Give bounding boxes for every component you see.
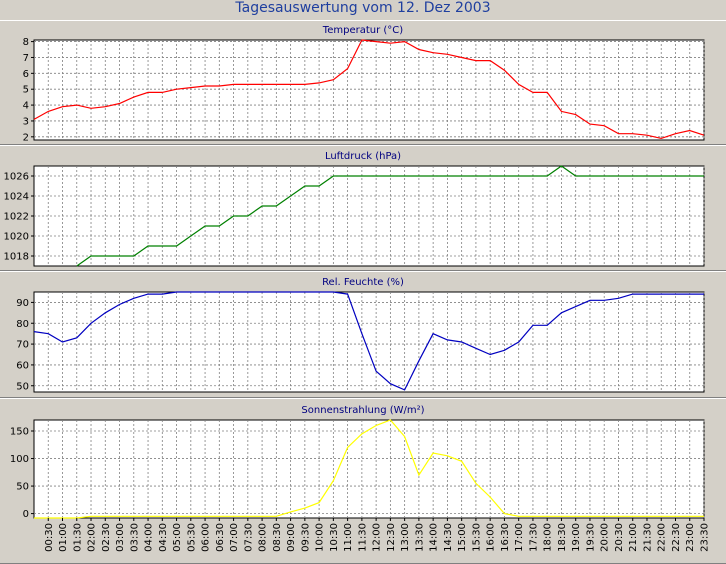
x-tick-label: 13:30: [414, 523, 425, 552]
x-tick-label: 21:30: [643, 523, 654, 552]
x-tick-label: 20:30: [614, 523, 625, 552]
y-tick-label-humidity: 60: [16, 360, 29, 371]
y-tick-label-humidity: 80: [16, 319, 29, 330]
y-tick-label-radiation: 100: [10, 454, 29, 465]
x-tick-label: 18:00: [543, 523, 554, 552]
plot-area-humidity: [33, 291, 705, 393]
plot-area-pressure: [33, 165, 705, 267]
y-tick-label-humidity: 50: [16, 381, 29, 392]
y-tick-label-temperature: 5: [23, 85, 29, 96]
x-tick-label: 17:00: [514, 523, 525, 552]
chart-pressure: 1018 1020 1022 1024 1026: [4, 165, 705, 267]
x-tick-label: 11:00: [343, 523, 354, 552]
y-tick-label-humidity: 70: [16, 340, 29, 351]
x-tick-label: 05:00: [172, 523, 183, 552]
x-tick-label: 06:00: [201, 523, 212, 552]
chart-title-radiation: Sonnenstrahlung (W/m²): [301, 405, 425, 416]
x-tick-label: 03:30: [129, 523, 140, 552]
x-tick-label: 20:00: [600, 523, 611, 552]
y-tick-label-pressure: 1026: [4, 172, 29, 183]
x-tick-label: 15:00: [457, 523, 468, 552]
y-tick-label-temperature: 8: [23, 37, 29, 48]
y-tick-label-temperature: 2: [23, 132, 29, 143]
x-tick-label: 19:00: [571, 523, 582, 552]
x-tick-label: 00:30: [44, 523, 55, 552]
x-tick-label: 06:30: [215, 523, 226, 552]
x-tick-label: 09:00: [286, 523, 297, 552]
x-tick-label: 07:30: [243, 523, 254, 552]
page-title: Tagesauswertung vom 12. Dez 2003: [235, 0, 491, 16]
y-tick-label-radiation: 150: [10, 427, 29, 438]
y-tick-label-temperature: 3: [23, 116, 29, 127]
x-tick-label: 08:00: [258, 523, 269, 552]
y-tick-label-radiation: 50: [16, 482, 29, 493]
y-tick-label-temperature: 7: [23, 53, 29, 64]
series-line-temperature: [33, 39, 705, 140]
x-tick-label: 16:30: [500, 523, 511, 552]
x-tick-label: 02:00: [87, 523, 98, 552]
x-tick-label: 05:30: [186, 523, 197, 552]
x-tick-label: 08:30: [272, 523, 283, 552]
series-line-radiation: [34, 419, 704, 519]
x-tick-label: 18:30: [557, 523, 568, 552]
x-tick-label: 03:00: [115, 523, 126, 552]
x-tick-label: 22:30: [671, 523, 682, 552]
chart-title-pressure: Luftdruck (hPa): [324, 151, 402, 162]
x-tick-label: 19:30: [586, 523, 597, 552]
plot-area-temperature: [33, 39, 705, 141]
x-tick-label: 14:00: [429, 523, 440, 552]
chart-temperature: 2 3 4 5 6 7 8: [23, 37, 705, 143]
x-tick-label: 17:30: [528, 523, 539, 552]
x-tick-label: 01:00: [58, 523, 69, 552]
x-tick-label: 16:00: [486, 523, 497, 552]
y-tick-label-pressure: 1020: [4, 232, 29, 243]
x-tick-label: 13:00: [400, 523, 411, 552]
x-tick-label: 14:30: [443, 523, 454, 552]
x-tick-label: 15:30: [471, 523, 482, 552]
y-tick-label-temperature: 6: [23, 69, 29, 80]
y-tick-label-humidity: 90: [16, 298, 29, 309]
chart-title-humidity: Rel. Feuchte (%): [322, 277, 404, 288]
y-tick-label-temperature: 4: [23, 101, 29, 112]
x-tick-label: 10:30: [329, 523, 340, 552]
x-tick-label: 21:00: [628, 523, 639, 552]
x-tick-label: 09:30: [300, 523, 311, 552]
panel-temperature: [0, 20, 726, 145]
x-tick-label: 23:30: [700, 523, 711, 552]
x-tick-label: 12:00: [372, 523, 383, 552]
x-tick-label: 01:30: [72, 523, 83, 552]
x-tick-label: 07:00: [229, 523, 240, 552]
x-tick-label: 10:00: [315, 523, 326, 552]
x-tick-label: 22:00: [657, 523, 668, 552]
x-tick-label: 04:30: [158, 523, 169, 552]
y-tick-label-pressure: 1024: [4, 192, 29, 203]
x-tick-label: 11:30: [357, 523, 368, 552]
series-line-humidity: [33, 291, 704, 391]
x-tick-label: 04:00: [144, 523, 155, 552]
panel-humidity: [0, 271, 726, 398]
y-tick-label-pressure: 1018: [4, 252, 29, 263]
chart-humidity: 50 60 70 80 90: [16, 291, 705, 393]
plot-area-radiation: [33, 419, 705, 519]
y-tick-label-pressure: 1022: [4, 212, 29, 223]
x-tick-label: 23:00: [685, 523, 696, 552]
y-tick-label-radiation: 0: [23, 509, 29, 520]
x-tick-label: 12:30: [386, 523, 397, 552]
series-line-pressure: [76, 165, 704, 267]
panel-pressure: [0, 145, 726, 271]
chart-title-temperature: Temperatur (°C): [322, 25, 404, 36]
x-tick-label: 02:30: [101, 523, 112, 552]
